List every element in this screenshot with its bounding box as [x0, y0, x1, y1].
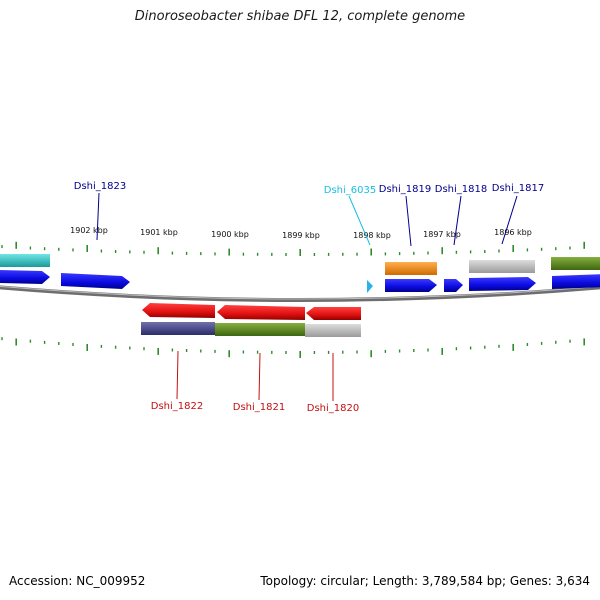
gene-arrow-dshi-1822: [142, 303, 215, 318]
gene-arrow-forward: [61, 273, 130, 289]
tick-label-1898: 1898 kbp: [353, 231, 391, 240]
gene-label-dshi-1819: Dshi_1819: [379, 184, 431, 195]
gene-label-dshi-1822: Dshi_1822: [151, 401, 203, 412]
gene-arrow-forward: [0, 270, 50, 284]
leader-line: [501, 195, 518, 245]
gene-label-dshi-1823: Dshi_1823: [74, 181, 126, 192]
tick-label-1901: 1901 kbp: [140, 228, 178, 237]
gene-arrow-forward: [552, 274, 600, 289]
tick-label-1896: 1896 kbp: [494, 228, 532, 237]
cog-bar-gray: [469, 260, 535, 273]
leader-line: [453, 195, 462, 246]
gene-label-dshi-6035: Dshi_6035: [324, 185, 376, 196]
gene-label-dshi-1821: Dshi_1821: [233, 402, 285, 413]
gene-arrow-dshi-1820: [306, 307, 361, 320]
map-title: Dinoroseobacter shibae DFL 12, complete …: [134, 9, 466, 24]
gene-label-dshi-1818: Dshi_1818: [435, 184, 487, 195]
leader-line: [176, 350, 179, 400]
tick-label-1902: 1902 kbp: [70, 226, 108, 235]
lower-tick-ruler: [1, 337, 586, 358]
gene-arrow-dshi-6035: [367, 280, 373, 293]
gene-arrow-dshi-1818: [444, 279, 463, 292]
cog-bar-orange: [385, 262, 437, 275]
gene-arrow-dshi-1817: [469, 277, 536, 291]
cog-bar-navy: [141, 322, 215, 335]
cog-bar-gray-lower: [305, 324, 361, 337]
upper-tick-ruler: [1, 241, 586, 256]
cog-bar-olive: [551, 257, 600, 270]
tick-label-1900: 1900 kbp: [211, 230, 249, 239]
genome-summary-text: Topology: circular; Length: 3,789,584 bp…: [260, 574, 590, 588]
gene-arrow-dshi-1819: [385, 279, 437, 292]
tick-label-1897: 1897 kbp: [423, 230, 461, 239]
accession-text: Accession: NC_009952: [9, 574, 146, 588]
tick-label-1899: 1899 kbp: [282, 231, 320, 240]
cog-bar-olive-lower: [215, 323, 305, 336]
gene-label-dshi-1817: Dshi_1817: [492, 183, 544, 194]
gene-arrow-dshi-1821: [217, 305, 305, 320]
leader-line: [258, 352, 261, 401]
cog-bar-cyan: [0, 254, 50, 267]
gene-label-dshi-1820: Dshi_1820: [307, 403, 359, 414]
genome-backbone: [0, 285, 600, 302]
leader-line: [348, 195, 371, 246]
leader-line: [96, 192, 100, 241]
leader-line: [405, 195, 412, 247]
